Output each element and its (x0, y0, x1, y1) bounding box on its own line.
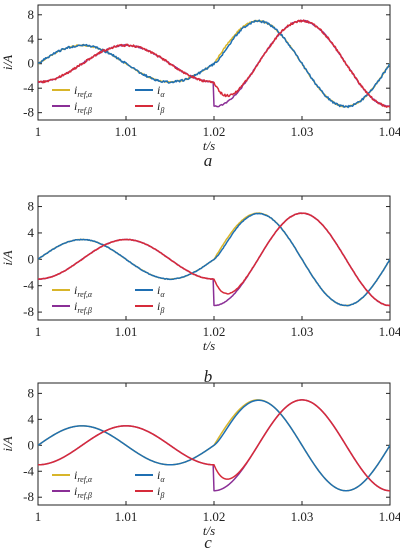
y-tick-label: 0 (28, 56, 35, 71)
legend-label: iref,β (74, 99, 92, 115)
y-tick-label: 4 (28, 225, 35, 240)
series-line (38, 212, 390, 307)
y-tick-label: 0 (28, 437, 35, 452)
x-axis-label: t/s (203, 338, 215, 353)
x-axis-label: t/s (203, 138, 215, 153)
y-tick-label: -4 (23, 463, 34, 478)
x-tick-label: 1.01 (115, 124, 138, 139)
legend-label: iα (157, 283, 165, 299)
x-tick-label: 1 (35, 324, 42, 339)
y-tick-label: 4 (28, 31, 35, 46)
y-tick-label: -8 (23, 304, 34, 319)
y-tick-label: 0 (28, 251, 35, 266)
series-line (38, 212, 390, 307)
legend-label: iβ (157, 99, 164, 115)
chart-panel-a: 8 4 0 -4 -81 1.01 1.02 1.03 1.04 t/s i/A a iref,αire… (0, 4, 400, 170)
y-tick-label: 8 (28, 199, 35, 214)
series-line (38, 399, 390, 492)
x-tick-label: 1.03 (291, 124, 314, 139)
chart-panel-c: 8 4 0 -4 -81 1.01 1.02 1.03 1.04 t/s i/A c iref,αire… (0, 382, 400, 552)
legend-label: iα (157, 468, 165, 484)
x-tick-label: 1.03 (291, 324, 314, 339)
series-line (38, 19, 390, 108)
x-tick-label: 1.01 (115, 509, 138, 524)
chart-panel-b: 8 4 0 -4 -81 1.01 1.02 1.03 1.04 t/s i/A b iref,αire… (0, 195, 400, 386)
x-axis-label: t/s (203, 523, 215, 538)
series-line (38, 399, 390, 492)
legend-label: iref,α (74, 283, 93, 299)
y-axis-label: i/A (0, 436, 15, 451)
y-tick-label: -8 (23, 489, 34, 504)
legend-label: iβ (157, 299, 164, 315)
legend-label: iref,β (74, 484, 92, 500)
x-tick-label: 1.02 (203, 124, 226, 139)
y-tick-label: -4 (23, 278, 34, 293)
x-tick-label: 1.01 (115, 324, 138, 339)
panel-caption: a (204, 151, 213, 170)
y-tick-label: -4 (23, 80, 34, 95)
y-axis-label: i/A (0, 55, 15, 70)
y-tick-label: -8 (23, 105, 34, 120)
legend-label: iref,α (74, 468, 93, 484)
legend-label: iα (157, 83, 165, 99)
x-tick-label: 1.02 (203, 324, 226, 339)
x-tick-label: 1 (35, 509, 42, 524)
panel-caption: c (204, 533, 212, 550)
legend-label: iref,α (74, 83, 93, 99)
legend-label: iβ (157, 484, 164, 500)
panel-caption: b (204, 367, 213, 386)
y-tick-label: 8 (28, 385, 35, 400)
x-tick-label: 1.03 (291, 509, 314, 524)
x-tick-label: 1.04 (379, 324, 400, 339)
legend-label: iref,β (74, 299, 92, 315)
series-line (38, 19, 390, 109)
y-tick-label: 8 (28, 7, 35, 22)
x-tick-label: 1.02 (203, 509, 226, 524)
y-axis-label: i/A (0, 250, 15, 265)
y-tick-label: 4 (28, 411, 35, 426)
x-tick-label: 1.04 (379, 509, 400, 524)
x-tick-label: 1.04 (379, 124, 400, 139)
x-tick-label: 1 (35, 124, 42, 139)
